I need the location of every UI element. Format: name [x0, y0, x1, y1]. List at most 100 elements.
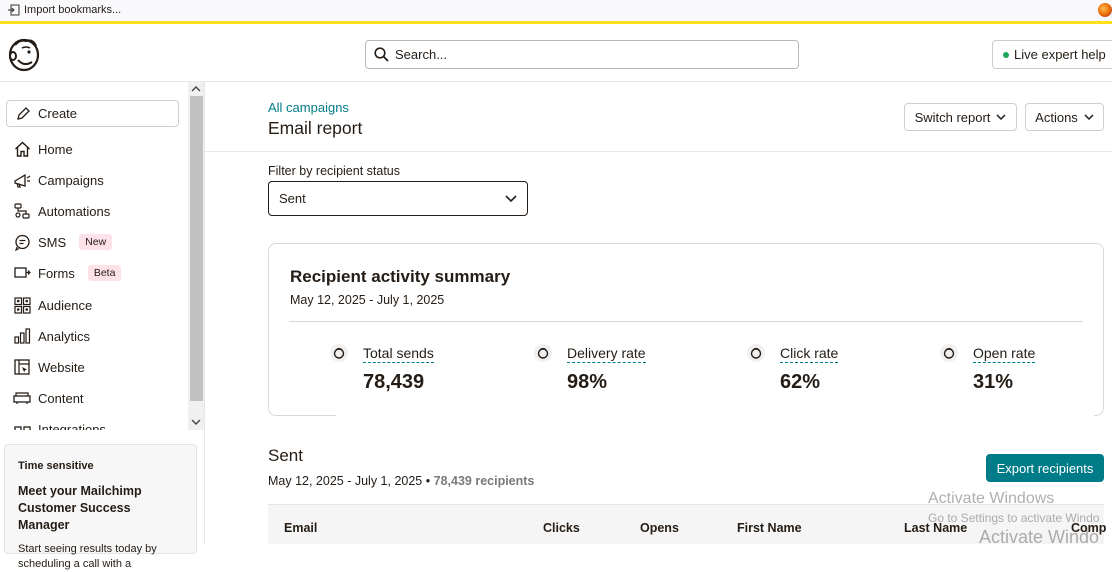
scroll-down-icon[interactable] [191, 418, 201, 426]
forms-icon [13, 264, 31, 282]
sidebar-item-audience[interactable]: Audience [13, 294, 92, 316]
sidebar-item-label: SMS [38, 234, 67, 250]
automations-icon [13, 202, 31, 220]
live-expert-help-button[interactable]: Live expert help [992, 40, 1112, 69]
scroll-up-icon[interactable] [191, 85, 201, 93]
promo-tag: Time sensitive [18, 460, 94, 472]
sidebar-item-label: Forms [38, 265, 75, 281]
recipient-count: 78,439 recipients [433, 474, 535, 488]
stat-label[interactable]: Click rate [780, 345, 839, 363]
stat-label[interactable]: Delivery rate [567, 345, 646, 363]
search-input[interactable] [395, 47, 775, 62]
freddie-icon [534, 344, 552, 362]
column-header-company[interactable]: Comp [1071, 521, 1107, 535]
watermark-line-3: Activate Windo [979, 527, 1100, 547]
actions-label: Actions [1035, 109, 1078, 125]
create-button[interactable]: Create [6, 100, 179, 127]
report-header: All campaigns Email report Switch report… [205, 82, 1112, 152]
switch-report-label: Switch report [914, 109, 991, 125]
stat-value: 78,439 [363, 371, 425, 393]
sidebar-item-automations[interactable]: Automations [13, 200, 110, 222]
import-icon [8, 4, 20, 16]
bookmarks-bar: Import bookmarks... [0, 0, 1112, 24]
sidebar-item-analytics[interactable]: Analytics [13, 325, 90, 347]
home-icon [13, 140, 31, 158]
summary-title: Recipient activity summary [290, 267, 511, 286]
sidebar-item-label: Home [38, 141, 73, 157]
switch-report-button[interactable]: Switch report [904, 103, 1017, 131]
pencil-icon [17, 106, 30, 120]
sidebar-item-forms[interactable]: Forms Beta [13, 262, 122, 284]
chevron-down-icon [505, 194, 517, 202]
filter-label: Filter by recipient status [268, 164, 400, 178]
separator: • [425, 474, 431, 488]
watermark-line-1: Activate Windows [928, 490, 1055, 507]
audience-icon [13, 296, 31, 314]
recipients-table-header: Email Clicks Opens First Name Last Name … [268, 504, 1107, 544]
stat-value: 62% [780, 371, 821, 393]
sidebar-item-sms[interactable]: SMS New [13, 231, 113, 253]
sidebar-item-label: Integrations [38, 421, 106, 431]
online-status-dot-icon [1003, 51, 1009, 58]
page-title: Email report [268, 118, 363, 138]
sidebar-item-campaigns[interactable]: Campaigns [13, 169, 104, 191]
app-header: Live expert help [0, 27, 1112, 82]
create-label: Create [38, 106, 78, 121]
megaphone-icon [13, 171, 31, 189]
sidebar-item-home[interactable]: Home [13, 138, 73, 160]
sms-icon [13, 233, 31, 251]
chevron-down-icon [1084, 113, 1094, 120]
integrations-icon [13, 420, 31, 430]
website-icon [13, 358, 31, 376]
windows-activation-watermark: Activate Windows Go to Settings to activ… [928, 490, 1100, 547]
freddie-icon [747, 344, 765, 362]
stat-label[interactable]: Total sends [363, 345, 434, 363]
stat-value: 98% [567, 371, 608, 393]
sent-date-range: May 12, 2025 - July 1, 2025 [268, 474, 423, 488]
sidebar-item-label: Website [38, 359, 85, 375]
freddie-icon [940, 344, 958, 362]
column-header-clicks[interactable]: Clicks [543, 521, 580, 535]
sidebar-item-label: Content [38, 390, 84, 406]
sidebar-clip: Integrations [0, 415, 188, 430]
sidebar-item-label: Campaigns [38, 172, 104, 188]
sent-subtitle: May 12, 2025 - July 1, 2025 • 78,439 rec… [268, 474, 534, 488]
sidebar-item-website[interactable]: Website [13, 356, 85, 378]
sidebar-item-content[interactable]: Content [13, 387, 84, 409]
recipient-status-select[interactable]: Sent [268, 181, 528, 216]
bar-chart-icon [13, 327, 31, 345]
sent-section-title: Sent [268, 446, 303, 465]
sidebar: Create Home Campaigns Automations SMS Ne… [0, 82, 205, 570]
sidebar-item-label: Automations [38, 203, 111, 219]
selected-status: Sent [279, 191, 306, 206]
promo-card[interactable]: Time sensitive Meet your Mailchimp Custo… [4, 444, 197, 570]
sidebar-item-label: Analytics [38, 328, 91, 344]
new-badge: New [79, 234, 113, 250]
stat-value: 31% [973, 371, 1014, 393]
actions-button[interactable]: Actions [1025, 103, 1104, 131]
mailchimp-logo-icon[interactable] [8, 36, 41, 72]
column-header-email[interactable]: Email [284, 521, 318, 535]
chevron-down-icon [996, 113, 1006, 120]
freddie-icon [330, 344, 348, 362]
search-icon [374, 47, 389, 62]
sidebar-scrollbar-thumb[interactable] [190, 96, 203, 401]
column-header-first-name[interactable]: First Name [737, 521, 802, 535]
sidebar-item-label: Audience [38, 297, 93, 313]
promo-title: Meet your Mailchimp Customer Success Man… [18, 484, 142, 532]
promo-body: Start seeing results today by scheduling… [18, 543, 157, 570]
firefox-icon[interactable] [1098, 3, 1112, 17]
watermark-line-2: Go to Settings to activate Windo [928, 511, 1100, 525]
search-box[interactable] [365, 40, 799, 69]
breadcrumb-all-campaigns[interactable]: All campaigns [268, 100, 349, 115]
column-header-opens[interactable]: Opens [640, 521, 679, 535]
live-expert-help-label: Live expert help [1014, 47, 1106, 62]
recipient-activity-summary-card: Recipient activity summary May 12, 2025 … [268, 243, 1104, 416]
stat-label[interactable]: Open rate [973, 345, 1036, 363]
import-bookmarks-link[interactable]: Import bookmarks... [8, 4, 121, 16]
export-recipients-button[interactable]: Export recipients [986, 454, 1104, 482]
sidebar-item-integrations[interactable]: Integrations [13, 418, 106, 430]
beta-badge: Beta [87, 265, 122, 281]
content-icon [13, 389, 31, 407]
column-header-last-name[interactable]: Last Name [904, 521, 968, 535]
